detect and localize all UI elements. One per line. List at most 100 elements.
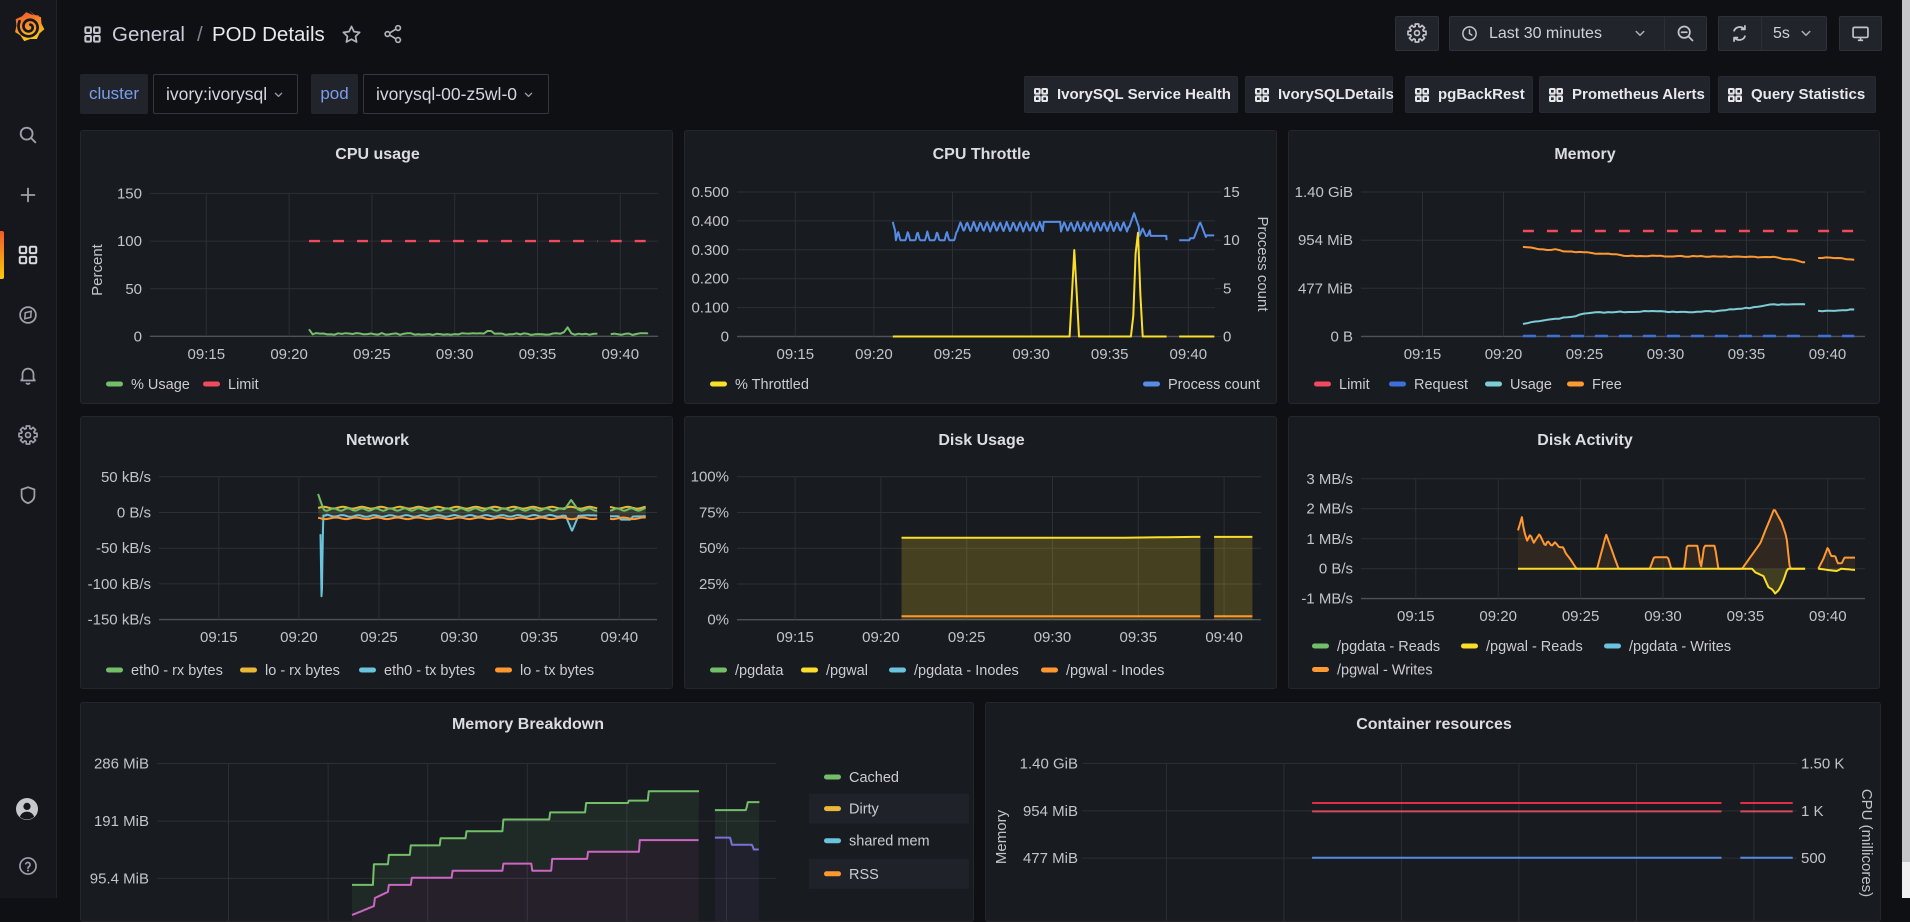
svg-text:50: 50 — [125, 281, 142, 298]
svg-text:09:20: 09:20 — [270, 346, 308, 363]
svg-text:09:35: 09:35 — [1727, 608, 1765, 625]
svg-text:09:20: 09:20 — [1485, 346, 1523, 363]
svg-text:1.40 GiB: 1.40 GiB — [1020, 755, 1078, 772]
svg-text:/pgwal - Reads: /pgwal - Reads — [1486, 639, 1583, 655]
svg-text:-1 MB/s: -1 MB/s — [1301, 591, 1353, 608]
svg-text:% Throttled: % Throttled — [735, 377, 809, 393]
svg-text:09:30: 09:30 — [1034, 629, 1072, 646]
svg-text:shared mem: shared mem — [849, 834, 930, 850]
svg-text:0 B/s: 0 B/s — [117, 505, 151, 522]
svg-text:Memory: Memory — [993, 809, 1010, 864]
svg-text:09:15: 09:15 — [776, 629, 814, 646]
svg-text:75%: 75% — [699, 505, 729, 522]
svg-text:Memory: Memory — [1554, 146, 1615, 163]
svg-text:09:25: 09:25 — [948, 629, 986, 646]
svg-text:0.200: 0.200 — [691, 271, 729, 288]
svg-text:09:40: 09:40 — [1170, 346, 1208, 363]
svg-text:Process count: Process count — [1168, 377, 1260, 393]
svg-text:RSS: RSS — [849, 867, 879, 883]
svg-text:09:40: 09:40 — [1205, 629, 1243, 646]
svg-text:09:15: 09:15 — [777, 346, 815, 363]
svg-text:286 MiB: 286 MiB — [94, 756, 149, 773]
svg-text:954 MiB: 954 MiB — [1298, 232, 1353, 249]
svg-text:lo - rx bytes: lo - rx bytes — [265, 663, 340, 679]
svg-text:Free: Free — [1592, 377, 1622, 393]
svg-text:eth0 - tx bytes: eth0 - tx bytes — [384, 663, 475, 679]
svg-text:09:30: 09:30 — [1644, 608, 1682, 625]
svg-text:09:25: 09:25 — [1566, 346, 1604, 363]
svg-text:Request: Request — [1414, 377, 1468, 393]
svg-text:1 MB/s: 1 MB/s — [1306, 531, 1353, 548]
svg-text:1.40 GiB: 1.40 GiB — [1295, 184, 1353, 201]
svg-text:09:40: 09:40 — [1809, 608, 1847, 625]
svg-text:09:20: 09:20 — [862, 629, 900, 646]
svg-text:0: 0 — [134, 328, 142, 345]
svg-text:/pgdata - Reads: /pgdata - Reads — [1337, 639, 1440, 655]
svg-text:Dirty: Dirty — [849, 802, 880, 818]
svg-text:0.500: 0.500 — [691, 184, 729, 201]
svg-text:0.300: 0.300 — [691, 242, 729, 259]
svg-text:100%: 100% — [691, 469, 729, 486]
svg-text:-100 kB/s: -100 kB/s — [88, 576, 151, 593]
svg-text:09:20: 09:20 — [855, 346, 893, 363]
svg-text:09:20: 09:20 — [280, 629, 318, 646]
svg-text:09:35: 09:35 — [1728, 346, 1766, 363]
svg-text:5: 5 — [1223, 280, 1231, 297]
svg-text:0%: 0% — [707, 612, 729, 629]
svg-text:09:15: 09:15 — [1397, 608, 1435, 625]
svg-text:eth0 - rx bytes: eth0 - rx bytes — [131, 663, 223, 679]
svg-text:/pgdata - Inodes: /pgdata - Inodes — [914, 663, 1019, 679]
svg-text:50%: 50% — [699, 540, 729, 557]
svg-text:09:15: 09:15 — [200, 629, 238, 646]
svg-text:09:15: 09:15 — [1404, 346, 1442, 363]
svg-text:Process count: Process count — [1254, 216, 1271, 312]
svg-text:Percent: Percent — [89, 243, 106, 296]
svg-text:100: 100 — [117, 233, 142, 250]
svg-text:Limit: Limit — [228, 377, 259, 393]
svg-text:09:40: 09:40 — [601, 629, 639, 646]
svg-text:CPU usage: CPU usage — [335, 146, 420, 163]
svg-text:09:35: 09:35 — [1091, 346, 1129, 363]
svg-text:lo - tx bytes: lo - tx bytes — [520, 663, 594, 679]
svg-text:Usage: Usage — [1510, 377, 1552, 393]
svg-text:-50 kB/s: -50 kB/s — [96, 540, 151, 557]
svg-text:Cached: Cached — [849, 770, 899, 786]
svg-text:09:30: 09:30 — [1647, 346, 1685, 363]
svg-text:Memory Breakdown: Memory Breakdown — [452, 716, 604, 733]
svg-text:09:20: 09:20 — [1479, 608, 1517, 625]
svg-text:3 MB/s: 3 MB/s — [1306, 471, 1353, 488]
svg-text:15: 15 — [1223, 184, 1240, 201]
svg-text:09:25: 09:25 — [353, 346, 391, 363]
svg-text:09:40: 09:40 — [1809, 346, 1847, 363]
svg-text:-150 kB/s: -150 kB/s — [88, 612, 151, 629]
svg-text:954 MiB: 954 MiB — [1023, 803, 1078, 820]
svg-text:09:30: 09:30 — [1012, 346, 1050, 363]
svg-text:Disk Activity: Disk Activity — [1537, 432, 1633, 449]
svg-text:95.4 MiB: 95.4 MiB — [90, 870, 149, 887]
svg-text:/pgdata: /pgdata — [735, 663, 784, 679]
svg-text:1 K: 1 K — [1801, 803, 1824, 820]
svg-text:/pgdata - Writes: /pgdata - Writes — [1629, 639, 1731, 655]
svg-text:CPU Throttle: CPU Throttle — [933, 146, 1031, 163]
svg-text:477 MiB: 477 MiB — [1298, 280, 1353, 297]
svg-text:0: 0 — [721, 329, 729, 346]
svg-text:09:15: 09:15 — [188, 346, 226, 363]
svg-text:0 B: 0 B — [1330, 328, 1353, 345]
svg-text:Network: Network — [346, 432, 409, 449]
svg-text:09:25: 09:25 — [934, 346, 972, 363]
svg-text:09:25: 09:25 — [1562, 608, 1600, 625]
svg-text:/pgwal: /pgwal — [826, 663, 868, 679]
svg-text:09:25: 09:25 — [360, 629, 398, 646]
svg-text:CPU (millicores): CPU (millicores) — [1858, 789, 1875, 897]
svg-text:150: 150 — [117, 185, 142, 202]
svg-text:09:35: 09:35 — [519, 346, 557, 363]
svg-text:09:40: 09:40 — [602, 346, 640, 363]
svg-text:2 MB/s: 2 MB/s — [1306, 501, 1353, 518]
svg-text:477 MiB: 477 MiB — [1023, 850, 1078, 867]
svg-text:/pgwal - Inodes: /pgwal - Inodes — [1066, 663, 1164, 679]
svg-text:Container resources: Container resources — [1356, 716, 1512, 733]
svg-text:191 MiB: 191 MiB — [94, 813, 149, 830]
svg-text:09:30: 09:30 — [436, 346, 474, 363]
svg-text:09:30: 09:30 — [440, 629, 478, 646]
svg-text:09:35: 09:35 — [1120, 629, 1158, 646]
